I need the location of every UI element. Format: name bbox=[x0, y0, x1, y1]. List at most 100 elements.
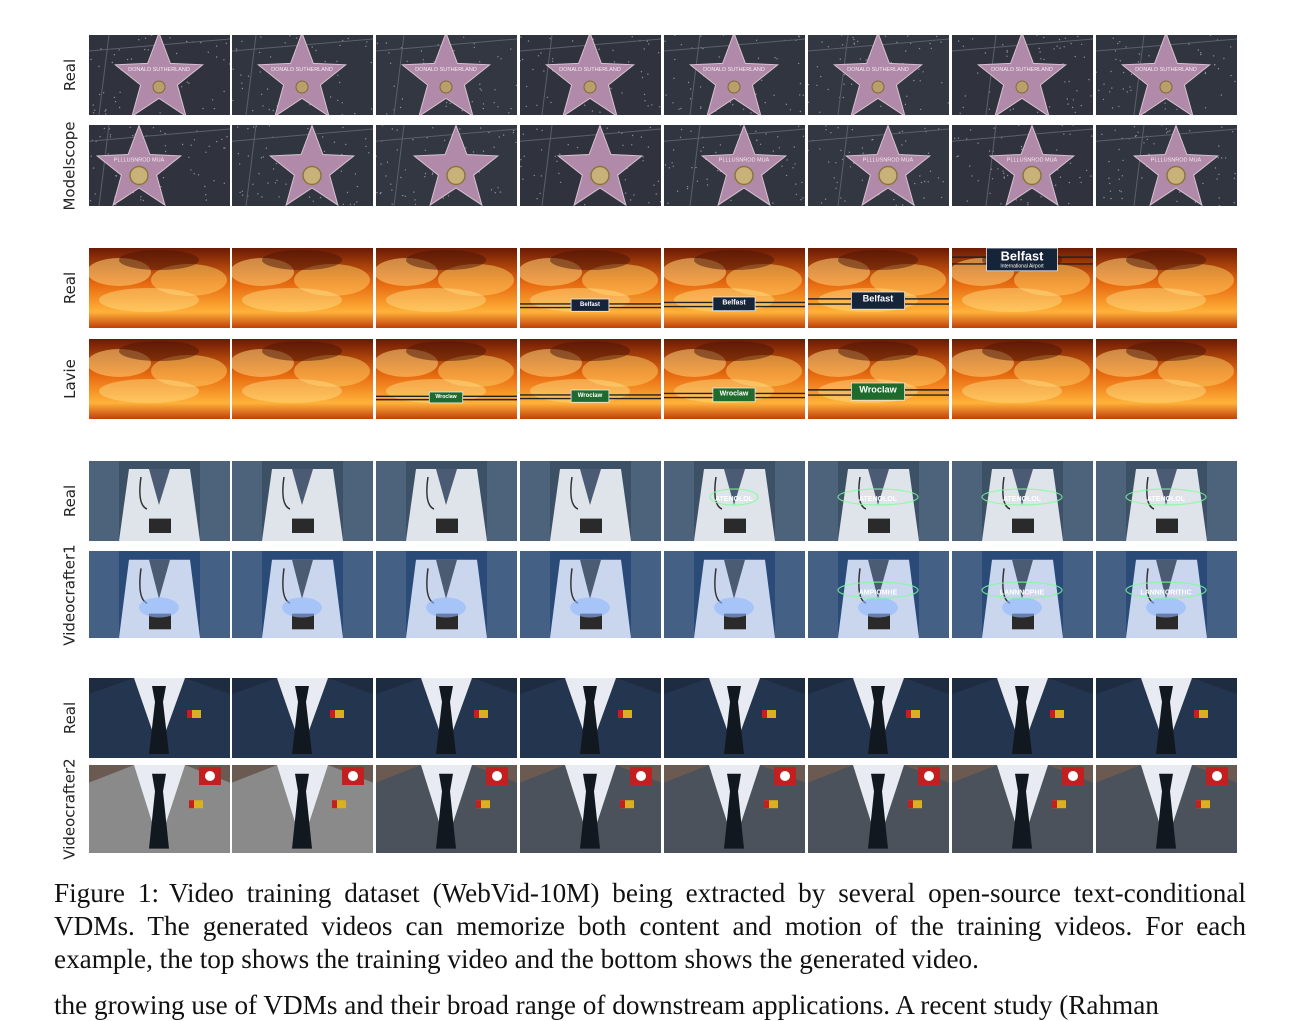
frame-image bbox=[89, 551, 230, 638]
frame-image bbox=[1096, 248, 1237, 328]
frame-image: LANNNOPHE bbox=[952, 551, 1093, 638]
frame-image: PLLLUSNROD MUA bbox=[952, 125, 1093, 206]
row-label: Real bbox=[50, 35, 90, 115]
frame-image bbox=[520, 461, 661, 541]
frame-image bbox=[232, 125, 373, 206]
frame-image bbox=[89, 765, 230, 853]
video-frame bbox=[89, 678, 230, 758]
row-label: Videocrafter2 bbox=[50, 758, 90, 859]
frame-image: DONALD SUTHERLAND bbox=[232, 35, 373, 115]
video-frame bbox=[376, 678, 517, 758]
frame-image bbox=[952, 765, 1093, 853]
video-frame: LANNNOPHE bbox=[952, 551, 1093, 638]
body-text-cutoff-line: the growing use of VDMs and their broad … bbox=[54, 990, 1159, 1020]
airport-sign-text: Belfast bbox=[722, 300, 746, 307]
frame-image bbox=[376, 551, 517, 638]
frame-image: ATENOLOL bbox=[1096, 461, 1237, 541]
frame-image bbox=[89, 339, 230, 419]
frame-image bbox=[232, 678, 373, 758]
frame-image bbox=[808, 678, 949, 758]
video-frame bbox=[232, 765, 373, 853]
frame-image: Wroclaw bbox=[664, 339, 805, 419]
video-frame bbox=[232, 678, 373, 758]
row-label: Real bbox=[50, 248, 90, 328]
video-frame bbox=[376, 551, 517, 638]
frame-image: Wroclaw bbox=[808, 339, 949, 419]
row-label-text: Real bbox=[61, 701, 79, 735]
frame-image bbox=[376, 248, 517, 328]
video-frame: ATENOLOL bbox=[1096, 461, 1237, 541]
frame-image: ATENOLOL bbox=[952, 461, 1093, 541]
frame-image bbox=[664, 765, 805, 853]
airport-sign-text: Belfast bbox=[1001, 249, 1044, 264]
video-frame bbox=[376, 125, 517, 206]
video-frame: PLLLUSNROD MUA bbox=[664, 125, 805, 206]
hologram-text: AMPIOMHE bbox=[859, 590, 898, 597]
frame-image: PLLLUSNROD MUA bbox=[1096, 125, 1237, 206]
frame-image: Wroclaw bbox=[376, 339, 517, 419]
frame-image: AMPIOMHE bbox=[808, 551, 949, 638]
airport-sign-subtext: International Airport bbox=[1000, 263, 1044, 269]
video-frame bbox=[664, 765, 805, 853]
row-label: Real bbox=[50, 678, 90, 758]
frame-image bbox=[952, 339, 1093, 419]
video-frame: Belfast bbox=[664, 248, 805, 328]
airport-sign-text: Wroclaw bbox=[578, 393, 603, 399]
video-frame bbox=[664, 551, 805, 638]
frame-image: DONALD SUTHERLAND bbox=[520, 35, 661, 115]
frame-image: DONALD SUTHERLAND bbox=[808, 35, 949, 115]
row-label-text: Modelscope bbox=[61, 120, 79, 211]
frame-image: DONALD SUTHERLAND bbox=[89, 35, 230, 115]
frame-image: Belfast bbox=[808, 248, 949, 328]
video-frame bbox=[376, 248, 517, 328]
frame-image bbox=[89, 248, 230, 328]
video-frame: Wroclaw bbox=[376, 339, 517, 419]
frame-image: ATENOLOL bbox=[664, 461, 805, 541]
row-label-text: Videocrafter1 bbox=[61, 543, 80, 646]
video-frame bbox=[808, 678, 949, 758]
airport-sign-text: Wroclaw bbox=[720, 391, 749, 398]
airport-sign-text: Belfast bbox=[580, 302, 600, 308]
hologram-text: ATENOLOL bbox=[715, 496, 754, 503]
frame-image: Wroclaw bbox=[520, 339, 661, 419]
video-frame bbox=[89, 339, 230, 419]
frame-image bbox=[520, 551, 661, 638]
frame-image bbox=[1096, 339, 1237, 419]
frame-image bbox=[376, 461, 517, 541]
row-label: Real bbox=[50, 461, 90, 541]
video-frame bbox=[89, 765, 230, 853]
star-inscription: PLLLUSNROD MUA bbox=[863, 158, 914, 164]
row-label: Modelscope bbox=[50, 121, 90, 210]
frame-image bbox=[232, 765, 373, 853]
frame-image bbox=[952, 678, 1093, 758]
frame-image bbox=[1096, 678, 1237, 758]
hologram-text: ATENOLOL bbox=[859, 496, 898, 503]
video-frame: DONALD SUTHERLAND bbox=[808, 35, 949, 115]
frame-image: Belfast bbox=[664, 248, 805, 328]
video-frame bbox=[232, 461, 373, 541]
video-frame: ATENOLOL bbox=[664, 461, 805, 541]
video-frame bbox=[1096, 678, 1237, 758]
video-frame: DONALD SUTHERLAND bbox=[952, 35, 1093, 115]
row-label: Videocrafter1 bbox=[50, 544, 90, 645]
frame-image: DONALD SUTHERLAND bbox=[952, 35, 1093, 115]
video-frame: ATENOLOL bbox=[808, 461, 949, 541]
caption-label: Figure 1: bbox=[54, 878, 160, 908]
star-inscription: PLLLUSNROD MUA bbox=[1007, 158, 1058, 164]
frame-image bbox=[89, 461, 230, 541]
video-frame: DONALD SUTHERLAND bbox=[376, 35, 517, 115]
video-frame: PLLLUSNROD MUA bbox=[808, 125, 949, 206]
video-frame bbox=[520, 125, 661, 206]
row-label-text: Real bbox=[61, 484, 79, 518]
video-frame: Wroclaw bbox=[520, 339, 661, 419]
video-frame bbox=[1096, 248, 1237, 328]
video-frame bbox=[89, 461, 230, 541]
video-frame: LANNNORITHC bbox=[1096, 551, 1237, 638]
frame-image bbox=[232, 339, 373, 419]
caption-text: Video training dataset (WebVid-10M) bein… bbox=[54, 878, 1246, 974]
frame-image bbox=[376, 125, 517, 206]
video-frame: PLLLUSNROD MUA bbox=[1096, 125, 1237, 206]
frame-image: Belfast bbox=[520, 248, 661, 328]
video-frame bbox=[1096, 339, 1237, 419]
